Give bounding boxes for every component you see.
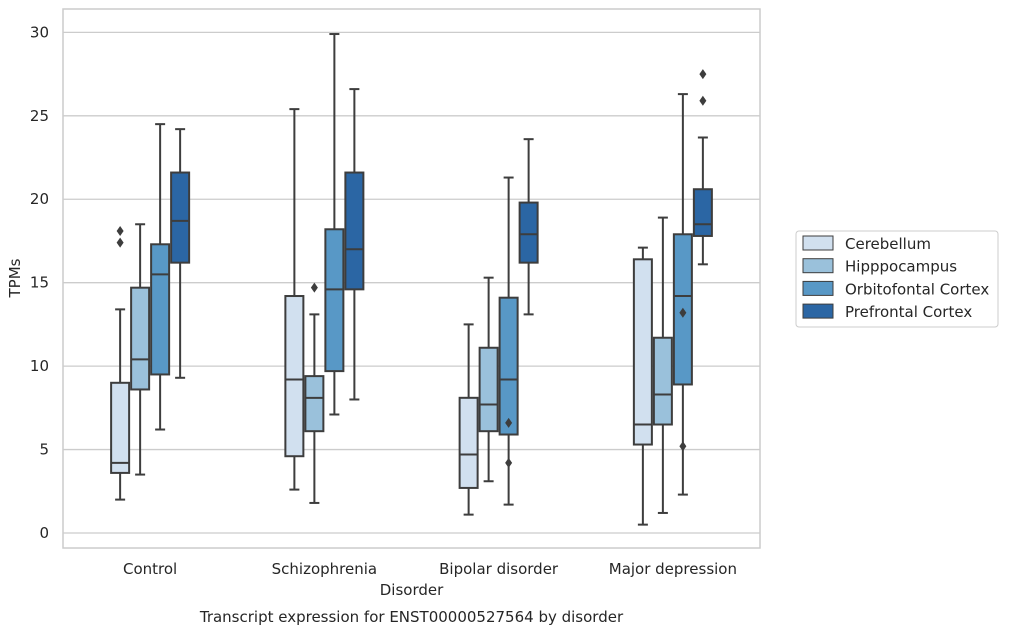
x-tick-label: Major depression [609,560,737,578]
box-1-2 [324,33,345,416]
outlier-point [310,282,318,293]
box-1-1 [304,282,325,504]
y-tick-label: 20 [30,190,49,208]
x-tick-labels: Control Schizophrenia Bipolar disorder Majo… [123,560,737,578]
outlier-point [679,307,687,318]
box-3-0 [632,246,653,526]
box-2-3 [518,138,539,316]
x-tick-label: Schizophrenia [272,560,377,578]
legend-frame [795,230,999,328]
y-tick-labels: 0 5 10 15 20 25 30 [30,23,49,542]
box-3-1 [652,216,673,514]
box-2-2 [498,176,519,506]
outlier-point [699,69,707,80]
y-tick-label: 15 [30,274,49,292]
y-tick-label: 10 [30,357,49,375]
legend-label: Hipppocampus [845,258,957,276]
box-0-3 [170,128,191,379]
legend-label: Prefrontal Cortex [845,303,972,321]
box-body [130,286,151,391]
y-tick-label: 0 [39,524,49,542]
outlier-point [116,225,124,236]
box-body [632,258,653,446]
box-body [344,171,365,291]
y-axis-title: TPMs [6,258,24,298]
box-body [652,336,673,426]
legend-label: Cerebellum [845,235,931,253]
outlier-point [699,95,707,106]
box-body [692,188,713,237]
legend-label: Orbitofontal Cortex [845,280,989,298]
x-axis-title: Disorder [380,581,444,599]
box-0-0 [110,225,131,501]
x-tick-label: Bipolar disorder [439,560,559,578]
y-tick-label: 5 [39,441,49,459]
box-body [150,243,171,376]
legend: Cerebellum Hipppocampus Orbitofontal Corte… [795,230,999,328]
box-body [284,295,305,458]
outlier-point [116,237,124,248]
box-plots [110,33,713,526]
legend-swatch [802,280,834,296]
y-tick-label: 30 [30,23,49,41]
plot-area-frame [62,8,761,549]
box-body [170,171,191,264]
box-1-3 [344,88,365,401]
box-0-2 [150,123,171,431]
box-body [518,201,539,264]
box-3-3 [692,69,713,266]
x-tick-label: Control [123,560,177,578]
box-2-0 [458,323,479,516]
box-body [324,228,345,373]
box-body [110,381,131,474]
box-body [458,396,479,489]
box-body [478,346,499,433]
legend-swatch [802,303,834,319]
box-body [498,296,519,436]
box-body [304,375,325,433]
legend-swatch [802,258,834,274]
box-3-2 [672,93,693,496]
outlier-point [505,457,513,468]
outlier-point [679,441,687,452]
box-1-0 [284,108,305,491]
legend-swatch [802,235,834,251]
chart-caption: Transcript expression for ENST0000052756… [199,608,624,626]
y-tick-label: 25 [30,107,49,125]
box-2-1 [478,276,499,483]
outlier-point [505,417,513,428]
box-0-1 [130,223,151,476]
